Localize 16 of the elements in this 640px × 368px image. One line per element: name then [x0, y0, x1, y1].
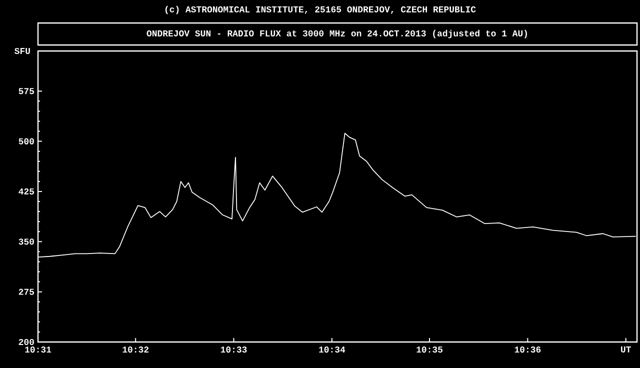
- y-tick-label: 575: [18, 88, 34, 94]
- y-tick-label: 200: [18, 338, 34, 346]
- text: (c) ASTRONOMICAL INSTITUTE, 25165 ONDREJOV, CZECH REPUBLIC: [165, 6, 476, 14]
- x-tick-label: UT: [621, 346, 631, 353]
- y-tick-label: 275: [18, 288, 34, 295]
- y-axis-title: SFU: [14, 48, 30, 54]
- y-tick-label: 500: [18, 138, 34, 144]
- y-tick-label: 350: [18, 238, 34, 245]
- x-tick-label: 10:36: [514, 346, 541, 353]
- chart-title: ONDREJOV SUN - RADIO FLUX at 3000 MHz on 24.OCT.2013 (adjusted to 1 AU): [146, 30, 527, 38]
- x-tick-label: 10:34: [319, 346, 346, 353]
- x-tick-label: 10:35: [416, 346, 442, 353]
- x-tick-label: 10:31: [25, 346, 52, 353]
- x-tick-label: 10:33: [220, 346, 247, 353]
- y-tick-label: 425: [18, 188, 34, 195]
- x-tick-label: 10:32: [122, 346, 149, 353]
